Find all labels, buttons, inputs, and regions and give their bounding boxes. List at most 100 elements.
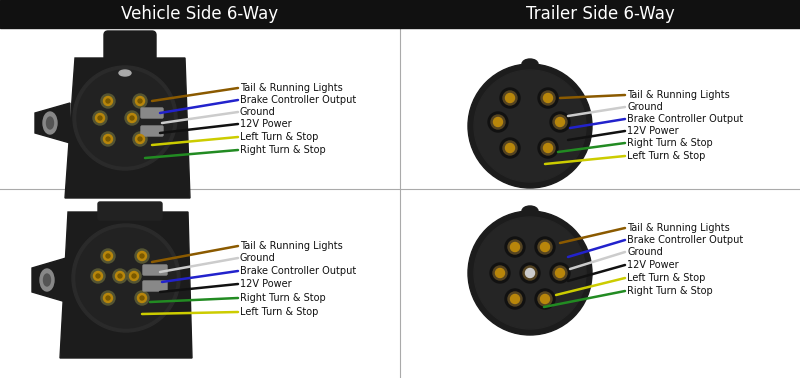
Circle shape	[474, 70, 586, 182]
Text: Trailer Side 6-Way: Trailer Side 6-Way	[526, 5, 674, 23]
Ellipse shape	[40, 269, 54, 291]
Text: Left Turn & Stop: Left Turn & Stop	[240, 132, 318, 142]
Circle shape	[506, 93, 514, 102]
Circle shape	[503, 141, 517, 155]
Circle shape	[95, 113, 105, 122]
Text: Left Turn & Stop: Left Turn & Stop	[627, 273, 706, 283]
Circle shape	[538, 88, 558, 108]
Circle shape	[106, 296, 110, 300]
Circle shape	[94, 271, 102, 280]
Circle shape	[138, 99, 142, 103]
FancyBboxPatch shape	[143, 281, 167, 291]
FancyBboxPatch shape	[141, 108, 163, 118]
Text: Left Turn & Stop: Left Turn & Stop	[627, 151, 706, 161]
Circle shape	[73, 66, 177, 170]
Text: 12V Power: 12V Power	[627, 126, 678, 136]
Circle shape	[77, 70, 173, 166]
Circle shape	[468, 211, 592, 335]
Circle shape	[135, 249, 149, 263]
Circle shape	[488, 112, 508, 132]
Circle shape	[535, 289, 555, 309]
Circle shape	[130, 271, 138, 280]
Bar	[0, 0, 400, 28]
Circle shape	[505, 289, 525, 309]
Circle shape	[140, 254, 144, 258]
Circle shape	[118, 274, 122, 278]
Circle shape	[140, 296, 144, 300]
Circle shape	[510, 243, 519, 251]
Circle shape	[113, 269, 127, 283]
Circle shape	[538, 292, 552, 306]
Circle shape	[138, 293, 146, 302]
Text: Tail & Running Lights: Tail & Running Lights	[627, 90, 730, 100]
Text: Brake Controller Output: Brake Controller Output	[627, 114, 743, 124]
Ellipse shape	[522, 59, 538, 69]
Circle shape	[138, 137, 142, 141]
Circle shape	[135, 135, 145, 144]
Circle shape	[535, 237, 555, 257]
Text: 12V Power: 12V Power	[627, 260, 678, 270]
Circle shape	[101, 249, 115, 263]
Circle shape	[508, 240, 522, 254]
Circle shape	[96, 274, 100, 278]
Circle shape	[500, 138, 520, 158]
Text: Right Turn & Stop: Right Turn & Stop	[627, 138, 713, 148]
Circle shape	[543, 93, 553, 102]
Circle shape	[106, 137, 110, 141]
Circle shape	[101, 94, 115, 108]
Circle shape	[503, 91, 517, 105]
Bar	[400, 0, 800, 28]
Text: 12V Power: 12V Power	[240, 119, 292, 129]
Text: Tail & Running Lights: Tail & Running Lights	[240, 83, 342, 93]
Circle shape	[505, 237, 525, 257]
Circle shape	[103, 135, 113, 144]
Circle shape	[76, 228, 176, 328]
Circle shape	[508, 292, 522, 306]
Circle shape	[493, 266, 507, 280]
Circle shape	[550, 263, 570, 283]
Circle shape	[553, 266, 567, 280]
Circle shape	[101, 132, 115, 146]
Circle shape	[132, 274, 136, 278]
Circle shape	[98, 116, 102, 120]
Circle shape	[127, 269, 141, 283]
Circle shape	[491, 115, 505, 129]
FancyBboxPatch shape	[141, 126, 163, 136]
FancyBboxPatch shape	[143, 265, 167, 275]
Circle shape	[103, 293, 113, 302]
Ellipse shape	[119, 70, 131, 76]
Circle shape	[115, 271, 125, 280]
Circle shape	[538, 240, 552, 254]
Circle shape	[127, 113, 137, 122]
FancyBboxPatch shape	[104, 31, 156, 67]
Circle shape	[541, 294, 550, 304]
Ellipse shape	[43, 112, 57, 134]
Ellipse shape	[46, 117, 54, 129]
Text: Right Turn & Stop: Right Turn & Stop	[240, 293, 326, 303]
Circle shape	[91, 269, 105, 283]
Polygon shape	[35, 103, 70, 143]
Circle shape	[93, 111, 107, 125]
Circle shape	[510, 294, 519, 304]
Circle shape	[538, 138, 558, 158]
Text: Tail & Running Lights: Tail & Running Lights	[240, 241, 342, 251]
Circle shape	[555, 118, 565, 127]
Circle shape	[125, 111, 139, 125]
Circle shape	[135, 291, 149, 305]
Text: Brake Controller Output: Brake Controller Output	[240, 95, 356, 105]
Polygon shape	[60, 212, 192, 358]
Circle shape	[135, 96, 145, 105]
Circle shape	[555, 268, 565, 277]
Text: Brake Controller Output: Brake Controller Output	[240, 266, 356, 276]
Text: 12V Power: 12V Power	[240, 279, 292, 289]
Text: Vehicle Side 6-Way: Vehicle Side 6-Way	[122, 5, 278, 23]
Polygon shape	[32, 258, 66, 302]
Circle shape	[523, 266, 537, 280]
Text: Ground: Ground	[240, 107, 276, 117]
Circle shape	[474, 217, 586, 329]
Text: Ground: Ground	[627, 247, 662, 257]
Circle shape	[541, 141, 555, 155]
Circle shape	[520, 263, 540, 283]
Circle shape	[494, 118, 502, 127]
FancyBboxPatch shape	[98, 202, 162, 220]
